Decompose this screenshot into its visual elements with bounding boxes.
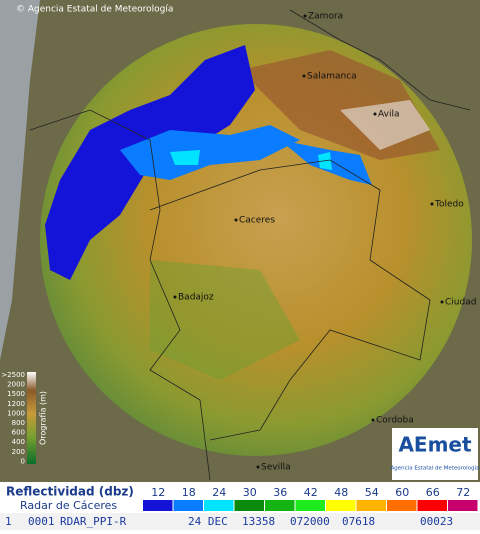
orography-level: 1000 bbox=[7, 409, 25, 417]
borders bbox=[29, 9, 471, 481]
orography-level: 2000 bbox=[7, 381, 25, 389]
legend-swatch bbox=[356, 500, 386, 511]
legend-value: 30 bbox=[243, 486, 257, 499]
orography-level: 1500 bbox=[7, 390, 25, 398]
legend-subtitle: Radar de Cáceres bbox=[20, 499, 117, 512]
orography-title: Orografía (m) bbox=[39, 391, 48, 445]
legend-swatch bbox=[204, 500, 234, 511]
city-label: Toledo bbox=[434, 200, 464, 210]
legend-title: Reflectividad (dbz) bbox=[6, 485, 134, 499]
city-dot bbox=[256, 465, 260, 469]
city-dot bbox=[440, 300, 444, 304]
orography-level: 1200 bbox=[7, 400, 25, 408]
legend-value: 12 bbox=[151, 486, 165, 499]
legend-value: 72 bbox=[456, 486, 470, 499]
status-item: 1 bbox=[5, 515, 12, 528]
legend-value: 48 bbox=[334, 486, 348, 499]
status-item: 13358 bbox=[242, 515, 275, 528]
logo: AEmet Agencia Estatal de Meteorología bbox=[391, 428, 480, 480]
logo-name: AEmet bbox=[398, 433, 472, 457]
legend-value: 66 bbox=[426, 486, 440, 499]
legend-value: 42 bbox=[304, 486, 318, 499]
legend-value: 24 bbox=[212, 486, 226, 499]
legend-swatch bbox=[326, 500, 356, 511]
city-dot bbox=[302, 74, 306, 78]
city-label: Caceres bbox=[239, 216, 275, 226]
orography-level: 400 bbox=[12, 438, 25, 446]
status-item: 24 DEC bbox=[188, 515, 228, 528]
legend-value: 54 bbox=[365, 486, 379, 499]
legend-value: 36 bbox=[273, 486, 287, 499]
city-dot bbox=[373, 112, 377, 116]
legend-swatch bbox=[448, 500, 478, 511]
city-label: Avila bbox=[378, 110, 399, 120]
orography-level: 0 bbox=[21, 457, 25, 465]
city-dot bbox=[371, 418, 375, 422]
legend-swatch bbox=[265, 500, 295, 511]
copyright: © Agencia Estatal de Meteorología bbox=[16, 5, 173, 15]
legend-swatch bbox=[417, 500, 447, 511]
city-dot bbox=[430, 202, 434, 206]
city-dot bbox=[303, 14, 307, 18]
status-item: 0001 bbox=[28, 515, 55, 528]
legend-swatch bbox=[387, 500, 417, 511]
legend-value: 18 bbox=[182, 486, 196, 499]
legend-swatch bbox=[234, 500, 264, 511]
orography-level: 800 bbox=[12, 419, 25, 427]
legend-value: 60 bbox=[395, 486, 409, 499]
status-item: RDAR_PPI-R bbox=[60, 515, 127, 528]
city-label: Zamora bbox=[308, 12, 343, 22]
orography-level: 600 bbox=[12, 429, 25, 437]
orography-level: 200 bbox=[12, 448, 25, 456]
orography-legend: Orografía (m) bbox=[27, 372, 48, 464]
city-dot bbox=[234, 218, 238, 222]
city-label: Salamanca bbox=[307, 72, 357, 82]
status-item: 07618 bbox=[342, 515, 375, 528]
legend-swatch bbox=[173, 500, 203, 511]
status-item: 072000 bbox=[290, 515, 330, 528]
orography-level: >2500 bbox=[1, 371, 25, 379]
city-dot bbox=[173, 295, 177, 299]
radar-echoes bbox=[45, 45, 372, 280]
city-label: Badajoz bbox=[178, 293, 214, 303]
map bbox=[0, 0, 480, 482]
city-label: Ciudad bbox=[445, 298, 476, 308]
status-item: 00023 bbox=[420, 515, 453, 528]
city-label: Sevilla bbox=[261, 463, 291, 473]
logo-subtitle: Agencia Estatal de Meteorología bbox=[391, 465, 480, 472]
city-label: Cordoba bbox=[376, 416, 414, 426]
legend-swatch bbox=[295, 500, 325, 511]
legend-swatch bbox=[143, 500, 173, 511]
